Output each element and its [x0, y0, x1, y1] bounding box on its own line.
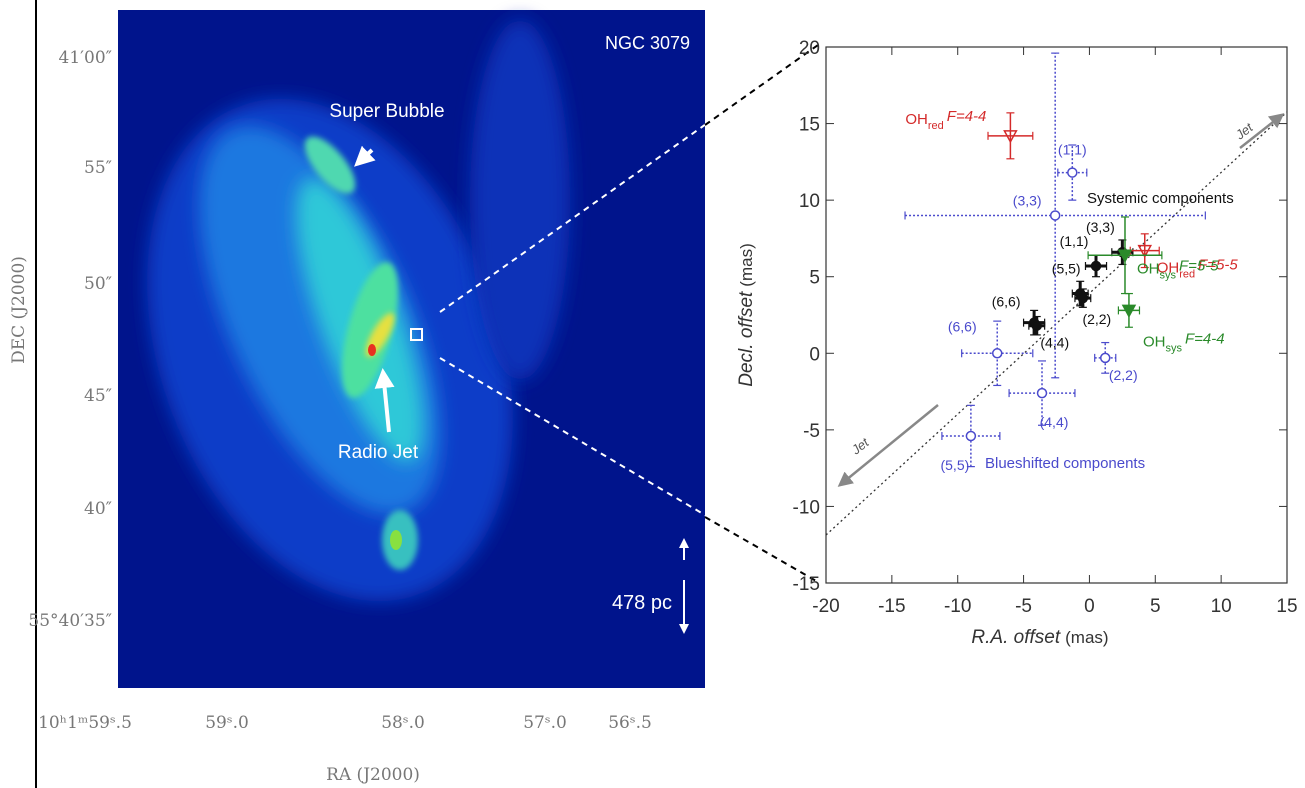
x-tick-label: -5 — [1015, 596, 1032, 617]
point-label: (4,4) — [1040, 414, 1069, 430]
label-tag: F=4-4 — [1185, 330, 1225, 347]
y-tick-label: 20 — [799, 38, 820, 59]
point-label: (5,5) — [940, 457, 969, 473]
point — [1077, 292, 1089, 304]
scale-label: 478 pc — [612, 592, 672, 614]
point-label: OHsysF=5-5 — [1137, 257, 1219, 281]
dec-tick-label: 55°40′35″ — [28, 611, 112, 631]
y-axis-label-text: Decl. offset — [736, 291, 757, 387]
point — [1099, 352, 1111, 364]
point-label: (6,6) — [948, 318, 977, 334]
point — [965, 430, 977, 442]
zoom-lines — [439, 44, 819, 583]
label-tag: F=5-5 — [1198, 257, 1238, 274]
plot-frame — [825, 46, 1288, 584]
x-tick-label: 15 — [1276, 596, 1297, 617]
label-sub: red — [1179, 269, 1195, 281]
point-label: (2,2) — [1082, 311, 1111, 327]
series: (6,6) (5,5) (1,1)(3,3) (2,2) (4,4) — [992, 219, 1134, 351]
point-label: (3,3) — [1086, 219, 1115, 235]
dec-tick-label: 50″ — [84, 274, 112, 294]
point — [1031, 320, 1042, 331]
point — [1090, 260, 1102, 272]
label-main: OH — [1143, 333, 1166, 350]
y-tick-label: 0 — [809, 344, 820, 365]
point — [1117, 249, 1133, 263]
label-main: OH — [1137, 260, 1160, 277]
ra-tick-label: 10ʰ1ᵐ59ˢ.5 — [38, 713, 132, 733]
x-tick-label: -10 — [944, 596, 971, 617]
x-tick-label: 5 — [1150, 596, 1161, 617]
point — [1137, 244, 1153, 259]
y-tick-label: 5 — [809, 268, 820, 289]
x-tick-label: 0 — [1084, 596, 1095, 617]
image-title: NGC 3079 — [605, 33, 690, 53]
point-label: (4,4) — [1040, 335, 1069, 351]
x-axis-label-text: R.A. offset — [971, 627, 1060, 648]
image-annotation: Radio Jet — [338, 442, 419, 463]
series-name: Blueshifted components — [985, 455, 1145, 472]
point — [1036, 387, 1048, 399]
point-label: (6,6) — [992, 294, 1021, 310]
dec-tick-label: 55″ — [84, 158, 112, 178]
label-sub: red — [928, 120, 944, 132]
ra-tick-label: 59ˢ.0 — [205, 713, 249, 733]
ra-tick-label: 57ˢ.0 — [523, 713, 567, 733]
point-label: (2,2) — [1109, 367, 1138, 383]
y-tick-label: 15 — [799, 115, 820, 136]
point-label: (1,1) — [1060, 233, 1089, 249]
series: (1,1)(3,3)(6,6)(2,2)(4,4)(5,5) — [904, 52, 1206, 473]
ra-tick-label: 56ˢ.5 — [608, 713, 652, 733]
label-sub: sys — [1165, 342, 1182, 354]
jet-label: Jet — [848, 434, 873, 458]
dec-tick-label: 45″ — [84, 386, 112, 406]
ra-tick-label: 58ˢ.0 — [381, 713, 425, 733]
x-axis-label: RA (J2000) — [326, 765, 420, 785]
x-axis-unit: (mas) — [1065, 628, 1108, 647]
y-tick-label: -10 — [793, 497, 820, 518]
dec-tick-label: 40″ — [84, 499, 112, 519]
jet-axis — [825, 111, 1288, 536]
point — [991, 348, 1003, 359]
point-label: (1,1) — [1058, 142, 1087, 158]
x-tick-label: 10 — [1211, 596, 1232, 617]
point — [1049, 210, 1061, 221]
y-axis-label: DEC (J2000) — [9, 256, 29, 364]
x-tick-label: -15 — [878, 596, 905, 617]
point-label: OHredF=5-5 — [1157, 257, 1239, 281]
y-axis-label: Decl. offset (mas) — [736, 243, 757, 387]
dec-tick-label: 41′00″ — [59, 48, 112, 68]
point — [1121, 304, 1137, 318]
label-main: OH — [1157, 260, 1180, 277]
y-tick-label: -5 — [803, 421, 820, 442]
point-label: (3,3) — [1013, 192, 1042, 208]
point-label: OHsysF=4-4 — [1143, 330, 1225, 354]
y-tick-label: -15 — [793, 574, 820, 595]
label-tag: F=5-5 — [1179, 257, 1219, 274]
point — [1067, 167, 1078, 178]
point-label: OHredF=4-4 — [905, 108, 986, 132]
label-tag: F=4-4 — [947, 108, 987, 125]
galaxy-image — [118, 10, 705, 688]
x-tick-label: -20 — [812, 596, 839, 617]
series-name: Systemic components — [1087, 190, 1234, 207]
image-annotation: Super Bubble — [329, 101, 444, 122]
label-main: OH — [905, 111, 928, 128]
y-axis-unit: (mas) — [737, 243, 756, 286]
label-sub: sys — [1159, 269, 1176, 281]
point — [1003, 130, 1018, 144]
x-axis-label: R.A. offset (mas) — [971, 627, 1108, 648]
point-label: (5,5) — [1052, 261, 1081, 277]
y-tick-label: 10 — [799, 191, 820, 212]
